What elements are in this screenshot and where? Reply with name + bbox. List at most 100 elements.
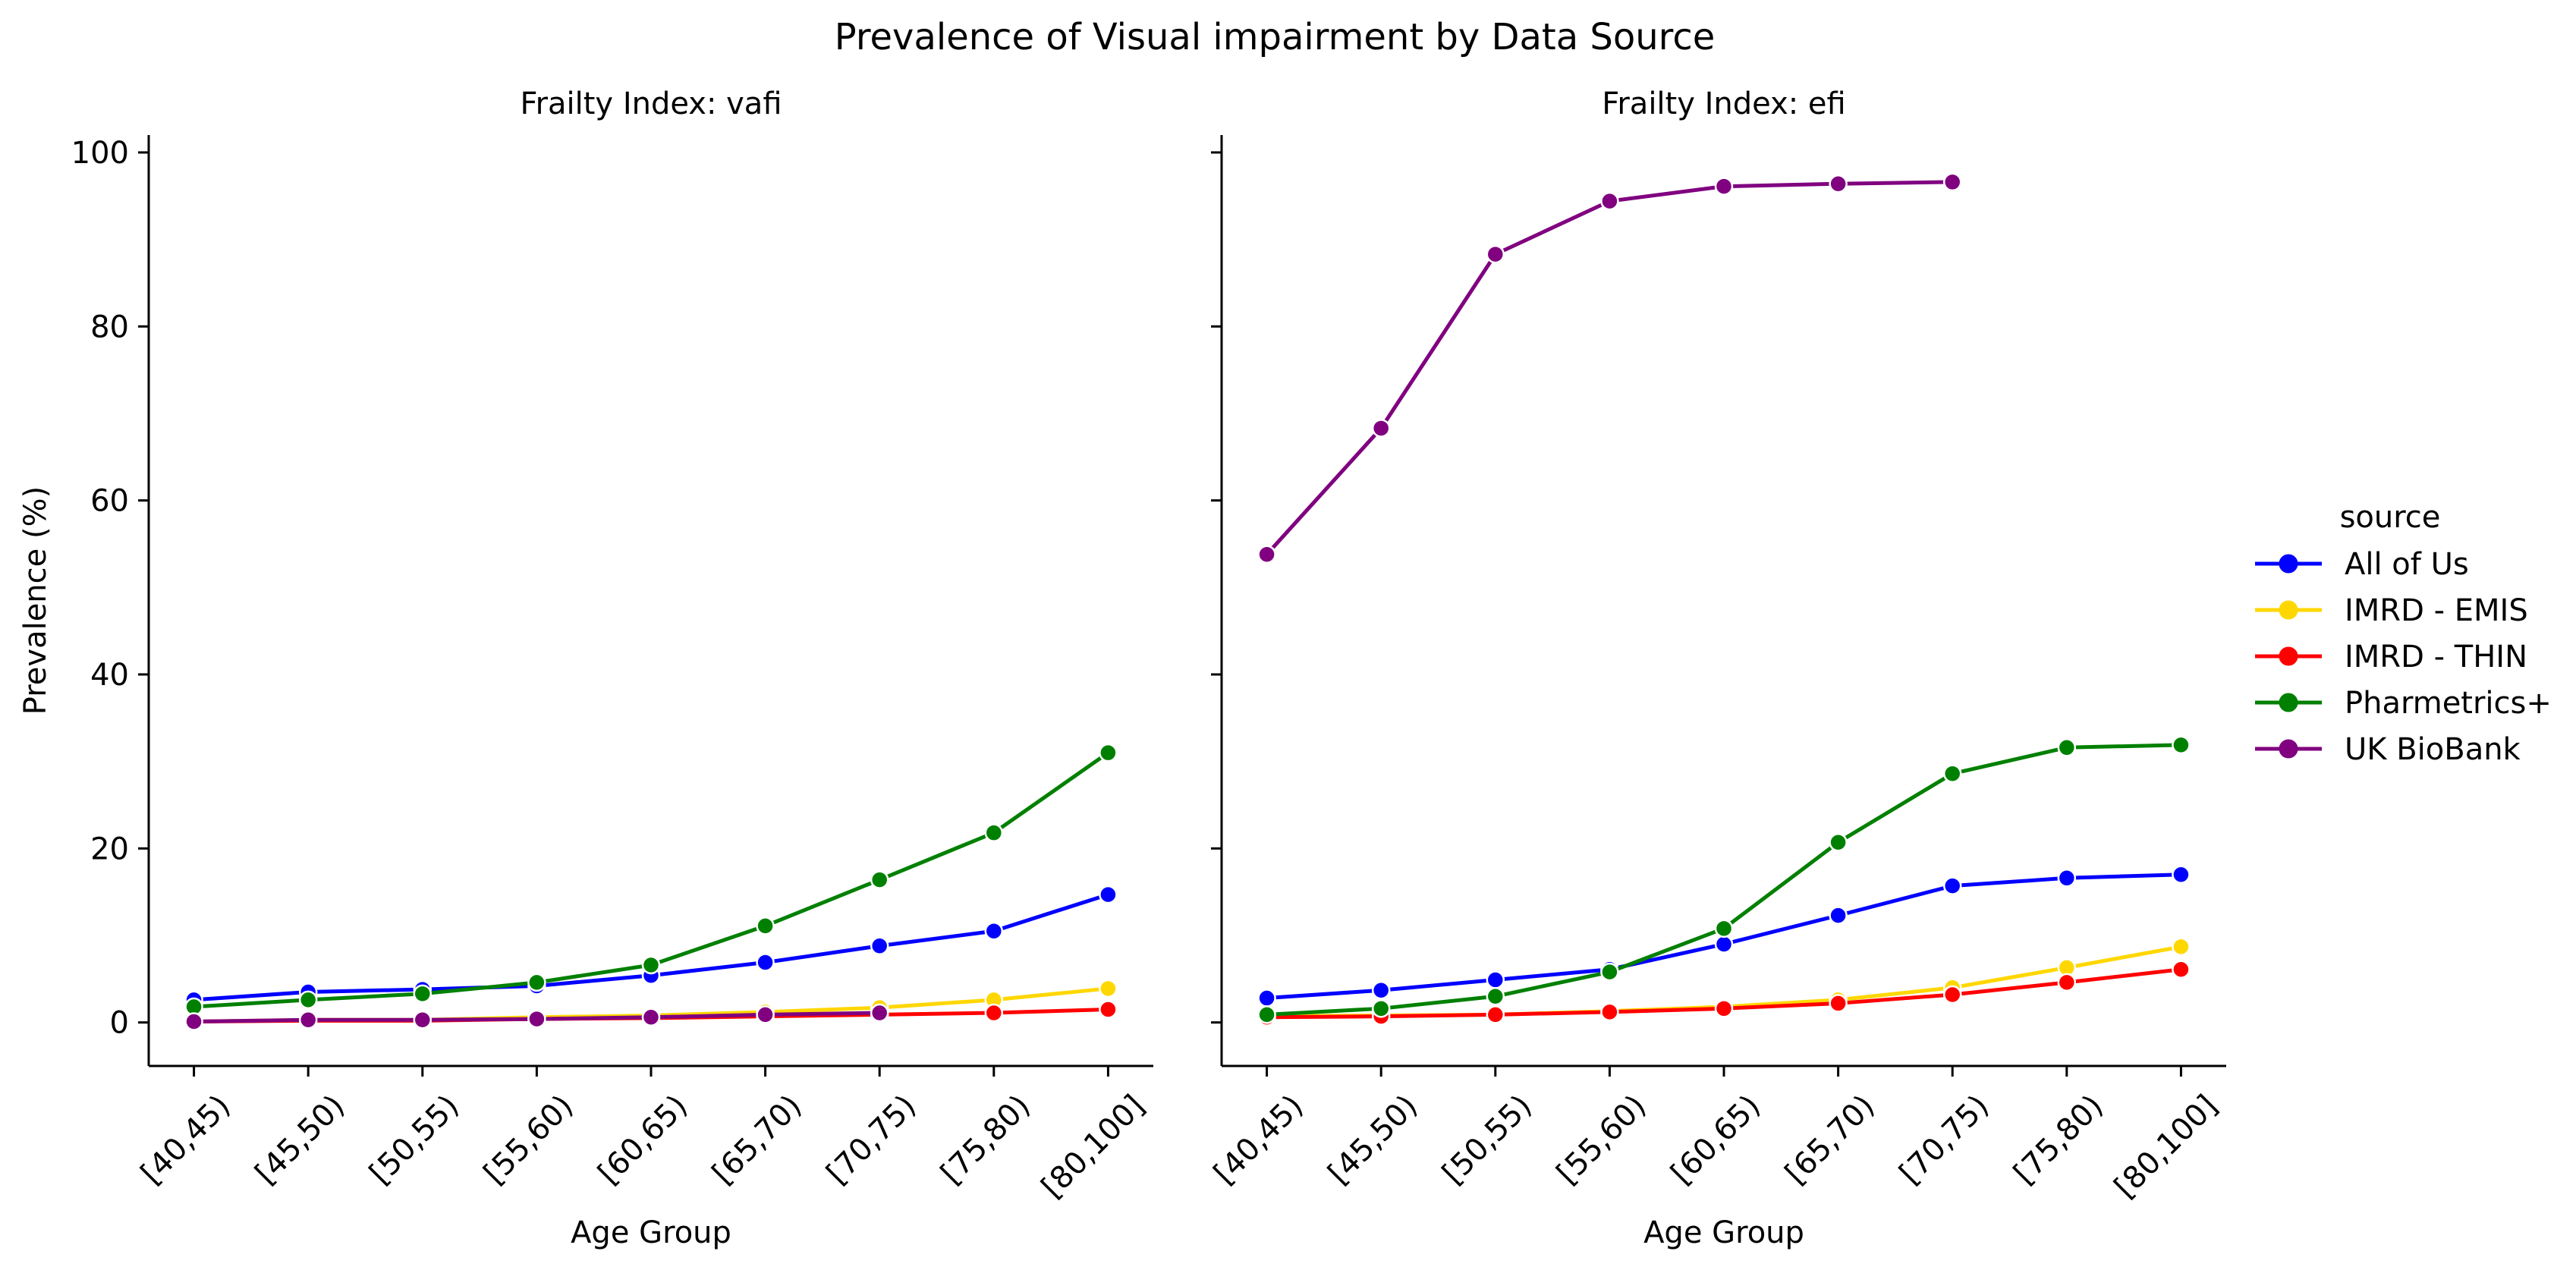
y-tick-label: 100 <box>71 136 129 171</box>
x-tick-label: [40,45) <box>134 1089 237 1192</box>
x-axis-label: Age Group <box>571 1215 731 1250</box>
panel-efi: Frailty Index: efi[40,45) [45,50) [50,55)[… <box>1207 86 2226 1250</box>
data-point <box>1371 419 1391 438</box>
data-point <box>527 1009 546 1029</box>
data-point <box>1371 999 1391 1018</box>
panel-vafi: Frailty Index: vafi 0 20 40 60 80 100 [40,45) [4… <box>18 86 1153 1250</box>
legend: source All of Us IMRD - EMIS IMRD - THIN Pha… <box>2255 500 2552 767</box>
series-all-of-us <box>1257 865 2191 1008</box>
data-point <box>1714 919 1734 938</box>
y-tick-label: 80 <box>90 310 129 344</box>
data-point <box>984 922 1004 941</box>
data-point <box>756 1005 775 1024</box>
y-tick-label: 0 <box>110 1006 129 1041</box>
data-point <box>2172 865 2191 884</box>
x-tick-label: [45,50) <box>1322 1089 1425 1192</box>
legend-entry-uk-biobank: UK BioBank <box>2255 732 2521 767</box>
data-point <box>1829 833 1848 852</box>
legend-swatch-marker <box>2279 646 2298 666</box>
legend-label: Pharmetrics+ <box>2345 686 2552 721</box>
data-point <box>756 916 775 935</box>
x-tick-label: [80,100] <box>2108 1089 2225 1206</box>
data-point <box>1486 1005 1505 1024</box>
data-point <box>870 1003 889 1023</box>
legend-label: IMRD - EMIS <box>2345 593 2528 628</box>
x-tick-label: [75,80) <box>2007 1089 2110 1192</box>
x-tick-label: [80,100] <box>1035 1089 1152 1206</box>
data-point <box>2057 738 2077 757</box>
data-point <box>1829 906 1848 925</box>
data-point <box>1600 962 1619 982</box>
data-point <box>1829 174 1848 193</box>
data-point <box>2172 960 2191 979</box>
legend-title: source <box>2340 500 2441 535</box>
data-point <box>1942 172 1962 192</box>
legend-label: IMRD - THIN <box>2345 640 2527 674</box>
data-point <box>527 973 546 992</box>
x-axis-label: Age Group <box>1643 1215 1804 1250</box>
data-point <box>1600 191 1619 211</box>
data-point <box>870 936 889 956</box>
series-pharmetrics <box>1257 735 2191 1024</box>
data-point <box>1942 764 1962 783</box>
legend-entry-imrd-thin: IMRD - THIN <box>2255 640 2527 674</box>
legend-entry-pharmetrics: Pharmetrics+ <box>2255 686 2552 721</box>
data-point <box>984 823 1004 842</box>
data-point <box>2057 869 2077 888</box>
x-tick-label: [75,80) <box>934 1089 1037 1192</box>
data-point <box>1099 743 1118 762</box>
legend-label: All of Us <box>2345 547 2469 582</box>
series-uk-biobank <box>1257 172 1962 564</box>
data-point <box>984 1003 1004 1023</box>
data-point <box>1257 1005 1276 1024</box>
data-point <box>184 1012 203 1031</box>
figure-title: Prevalence of Visual impairment by Data … <box>835 16 1716 58</box>
legend-label: UK BioBank <box>2345 732 2521 767</box>
data-point <box>641 1008 661 1027</box>
data-point <box>1714 999 1734 1018</box>
series-line-uk-biobank <box>1265 180 1953 556</box>
data-point <box>870 870 889 889</box>
data-point <box>1942 876 1962 895</box>
data-point <box>756 953 775 972</box>
x-tick-label: [50,55) <box>363 1089 466 1192</box>
x-tick-label: [70,75) <box>820 1089 923 1192</box>
panel-title: Frailty Index: efi <box>1602 86 1845 121</box>
data-point <box>1942 985 1962 1004</box>
y-tick-label: 20 <box>90 832 129 866</box>
data-point <box>1099 1000 1118 1019</box>
data-point <box>1486 244 1505 264</box>
x-tick-label: [55,60) <box>477 1089 580 1192</box>
data-point <box>1714 935 1734 954</box>
panel-title: Frailty Index: vafi <box>520 86 782 121</box>
data-point <box>413 984 432 1004</box>
data-point <box>2057 973 2077 992</box>
legend-entry-imrd-emis: IMRD - EMIS <box>2255 593 2528 628</box>
y-axis-label: Prevalence (%) <box>18 486 53 715</box>
x-tick-label: [65,70) <box>706 1089 809 1192</box>
data-point <box>2172 937 2191 957</box>
legend-swatch-marker <box>2279 693 2298 712</box>
data-point <box>2172 735 2191 755</box>
x-tick-label: [60,65) <box>591 1089 694 1192</box>
data-point <box>1099 979 1118 998</box>
series-pharmetrics <box>184 743 1118 1017</box>
x-tick-label: [45,50) <box>249 1089 352 1192</box>
data-point <box>298 1010 318 1030</box>
data-point <box>1257 989 1276 1008</box>
data-point <box>298 990 318 1010</box>
legend-swatch-marker <box>2279 739 2298 759</box>
x-tick-label: [55,60) <box>1550 1089 1653 1192</box>
x-tick-label: [70,75) <box>1893 1089 1996 1192</box>
data-point <box>1600 1002 1619 1022</box>
x-tick-label: [50,55) <box>1436 1089 1539 1192</box>
data-point <box>413 1010 432 1030</box>
x-tick-label: [60,65) <box>1664 1089 1767 1192</box>
x-tick-label: [40,45) <box>1207 1089 1310 1192</box>
data-point <box>1371 980 1391 1000</box>
legend-swatch-marker <box>2279 600 2298 620</box>
legend-swatch-marker <box>2279 554 2298 574</box>
data-point <box>1099 885 1118 904</box>
x-tick-label: [65,70) <box>1779 1089 1882 1192</box>
y-tick-label: 40 <box>90 658 129 693</box>
